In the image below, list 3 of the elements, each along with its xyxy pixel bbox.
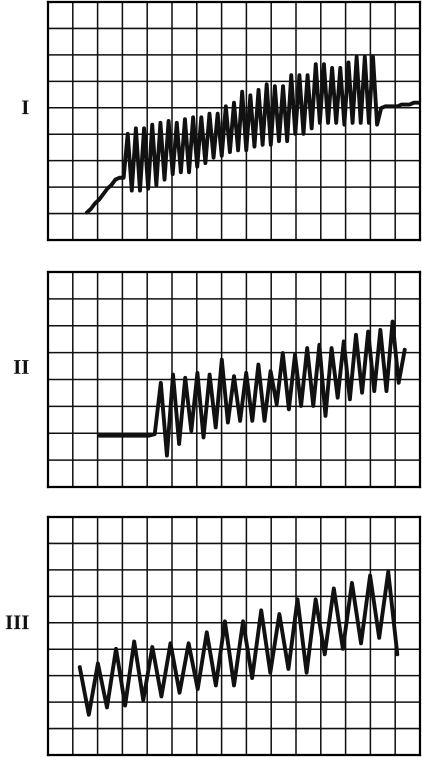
text: I [22,100,29,114]
text: II [14,360,29,374]
text: III [6,615,29,630]
